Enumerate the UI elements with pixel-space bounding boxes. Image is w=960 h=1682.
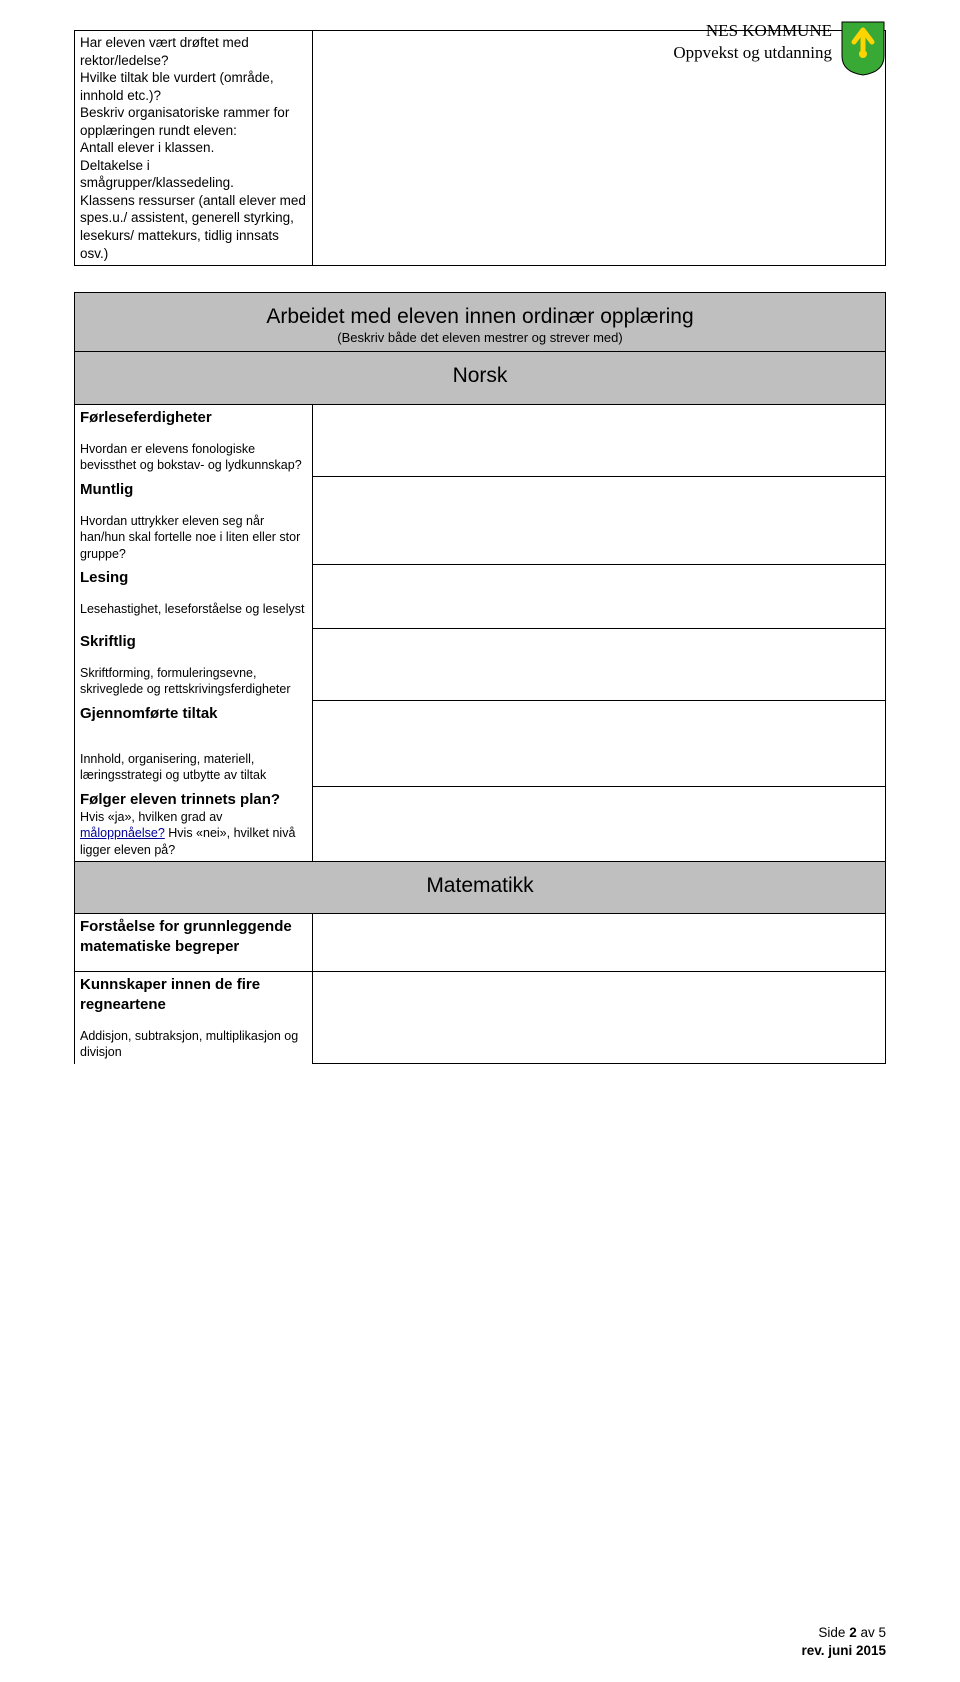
row-lesing: Lesing Lesehastighet, leseforståelse og … — [75, 565, 886, 629]
subject-norsk: Norsk — [75, 352, 886, 404]
plan-sub-link[interactable]: måloppnåelse? — [80, 826, 165, 840]
document-header: NES KOMMUNE Oppvekst og utdanning — [673, 20, 886, 76]
section-sub: (Beskriv både det eleven mestrer og stre… — [81, 330, 879, 347]
mat-forst-head: Forståelse for grunnleggende matematiske… — [80, 917, 307, 956]
plan-sub: Hvis «ja», hvilken grad av måloppnåelse?… — [80, 809, 307, 858]
forlese-sub: Hvordan er elevens fonologiske bevissthe… — [80, 441, 307, 474]
muntlig-value[interactable] — [313, 477, 886, 565]
revision: rev. juni 2015 — [801, 1642, 886, 1660]
plan-head: Følger eleven trinnets plan? — [80, 790, 307, 810]
top-row-label: Har eleven vært drøftet med rektor/ledel… — [75, 31, 313, 266]
header-line1: NES KOMMUNE — [673, 20, 832, 42]
subject-matematikk-label: Matematikk — [75, 861, 886, 913]
mat-regn-sub: Addisjon, subtraksjon, multiplikasjon og… — [80, 1028, 307, 1061]
header-line2: Oppvekst og utdanning — [673, 42, 832, 64]
tiltak-sub: Innhold, organisering, materiell, læring… — [80, 751, 307, 784]
footer: Side 2 av 5 rev. juni 2015 — [801, 1624, 886, 1660]
page-num: 2 — [849, 1625, 857, 1640]
plan-value[interactable] — [313, 787, 886, 862]
mat-regn-value[interactable] — [313, 972, 886, 1064]
shield-icon — [840, 20, 886, 76]
row-mat-regn: Kunnskaper innen de fire regneartene Add… — [75, 972, 886, 1064]
skriftlig-head: Skriftlig — [80, 632, 307, 652]
plan-sub-before: Hvis «ja», hvilken grad av — [80, 810, 222, 824]
forlese-head: Førleseferdigheter — [80, 408, 307, 428]
page-suffix: av 5 — [857, 1625, 886, 1640]
lesing-value[interactable] — [313, 565, 886, 629]
forlese-value[interactable] — [313, 404, 886, 477]
mat-regn-head: Kunnskaper innen de fire regneartene — [80, 975, 307, 1014]
lesing-sub: Lesehastighet, leseforståelse og leselys… — [80, 601, 307, 617]
section-title: Arbeidet med eleven innen ordinær opplær… — [81, 303, 879, 330]
lesing-head: Lesing — [80, 568, 307, 588]
page-prefix: Side — [818, 1625, 849, 1640]
tiltak-head: Gjennomførte tiltak — [80, 704, 307, 724]
muntlig-head: Muntlig — [80, 480, 307, 500]
row-muntlig: Muntlig Hvordan uttrykker eleven seg når… — [75, 477, 886, 565]
header-text: NES KOMMUNE Oppvekst og utdanning — [673, 20, 832, 64]
subject-norsk-label: Norsk — [75, 352, 886, 404]
row-skriftlig: Skriftlig Skriftforming, formuleringsevn… — [75, 629, 886, 701]
page-indicator: Side 2 av 5 — [801, 1624, 886, 1642]
tiltak-value[interactable] — [313, 701, 886, 787]
skriftlig-sub: Skriftforming, formuleringsevne, skriveg… — [80, 665, 307, 698]
row-mat-forst: Forståelse for grunnleggende matematiske… — [75, 914, 886, 972]
mat-forst-value[interactable] — [313, 914, 886, 972]
main-form-table: Arbeidet med eleven innen ordinær opplær… — [74, 292, 886, 1064]
skriftlig-value[interactable] — [313, 629, 886, 701]
row-forlese: Førleseferdigheter Hvordan er elevens fo… — [75, 404, 886, 477]
row-tiltak: Gjennomførte tiltak Innhold, organiserin… — [75, 701, 886, 787]
row-plan: Følger eleven trinnets plan? Hvis «ja», … — [75, 787, 886, 862]
section-header: Arbeidet med eleven innen ordinær opplær… — [75, 293, 886, 352]
muntlig-sub: Hvordan uttrykker eleven seg når han/hun… — [80, 513, 307, 562]
subject-matematikk: Matematikk — [75, 861, 886, 913]
